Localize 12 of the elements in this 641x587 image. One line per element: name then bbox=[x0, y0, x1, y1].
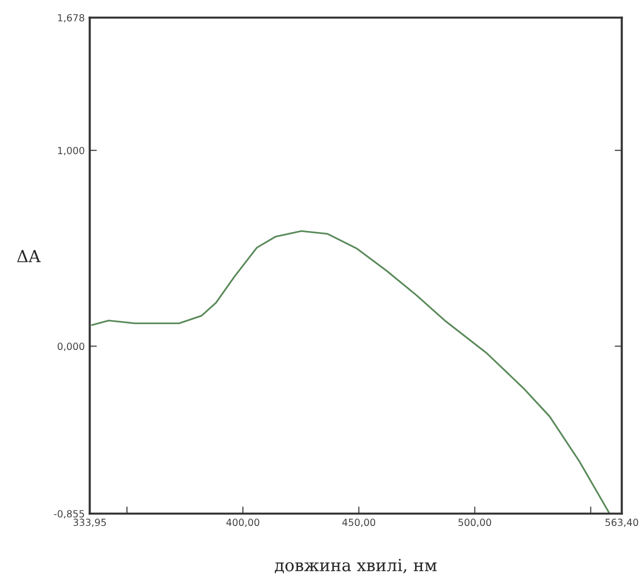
x-tick-label: 563,40 bbox=[606, 518, 638, 528]
y-tick-label: 0,000 bbox=[58, 342, 84, 352]
x-tick-label: 500,00 bbox=[458, 518, 492, 528]
x-tick-label: 333,95 bbox=[73, 518, 106, 528]
y-axis-title: ΔA bbox=[17, 250, 41, 262]
y-tick-label: 1,000 bbox=[58, 146, 84, 156]
y-tick-label: -0,855 bbox=[54, 510, 84, 518]
line-series bbox=[91, 230, 610, 514]
x-tick-label: 450,00 bbox=[342, 518, 376, 528]
x-axis-title: довжина хвилі, нм bbox=[274, 558, 437, 574]
y-tick-label: 1,678 bbox=[58, 14, 84, 22]
x-tick-label: 400,00 bbox=[226, 518, 260, 528]
